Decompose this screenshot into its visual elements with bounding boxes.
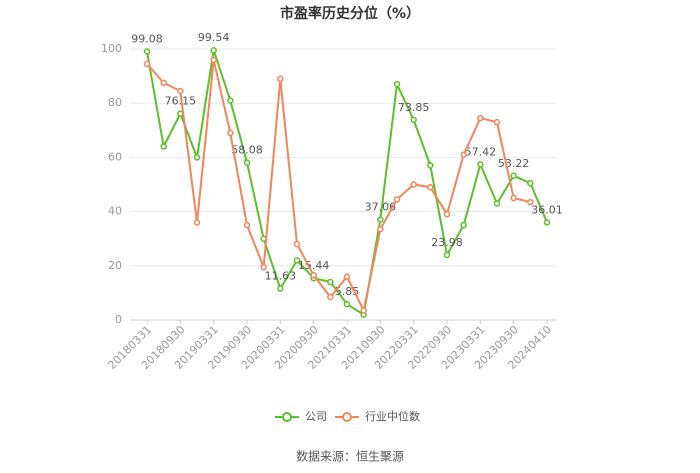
point [443,251,451,259]
point [460,151,467,158]
point [293,257,301,264]
point [377,225,384,233]
point [360,307,367,314]
y-tick-label: 60 [108,150,122,163]
point [460,221,467,229]
point [277,75,284,83]
point [443,211,451,218]
point [510,172,517,180]
data-label: 37.06 [365,201,397,214]
data-label: 23.98 [431,236,463,249]
point [143,60,151,68]
point [327,293,334,301]
y-tick-label: 0 [115,313,122,326]
point [377,216,384,223]
y-tick-label: 80 [108,96,122,109]
data-label: 36.01 [531,203,563,216]
legend-marker [282,412,292,422]
point [310,272,317,279]
point [260,263,267,271]
point [493,200,501,207]
point [510,194,517,202]
point [393,196,401,203]
point [493,118,501,126]
point [143,48,151,55]
point [343,300,351,308]
legend-label: 公司 [305,410,327,423]
data-label: 58.08 [231,144,263,157]
data-label: 99.08 [131,32,163,45]
point [427,162,434,169]
y-tick-label: 20 [108,259,122,272]
chart-title: 市盈率历史分位（%） [280,5,420,22]
point [343,273,351,280]
point [393,80,401,88]
point [527,198,534,206]
legend-marker [342,412,352,422]
point [193,219,201,226]
data-label: 76.15 [165,95,197,108]
legend-item[interactable]: 行业中位数 [335,409,420,423]
point [410,181,417,188]
point [427,183,434,191]
point [160,143,167,150]
data-label: 11.63 [265,269,297,282]
data-label: 53.22 [498,157,530,170]
data-label: 57.42 [465,145,497,158]
point [543,219,551,226]
y-tick-label: 40 [108,205,122,218]
point [227,129,234,137]
series-line [146,59,531,314]
point [293,240,301,248]
point [210,56,217,64]
data-label: 73.85 [398,101,430,114]
point [243,159,251,166]
source-note: 数据来源：恒生聚源 [296,449,404,464]
point [177,87,184,95]
point [277,285,284,292]
y-tick-label: 100 [101,42,122,55]
point [243,221,251,229]
legend-label: 行业中位数 [365,409,420,423]
point [327,278,334,286]
point [193,154,201,161]
data-label: 99.54 [198,31,230,44]
point [527,179,534,187]
point [477,161,484,168]
point [227,97,234,104]
point [210,46,217,54]
legend-item[interactable]: 公司 [275,410,327,423]
data-label: 15.44 [298,259,330,272]
point [410,116,417,124]
point [160,79,167,87]
point [477,114,484,122]
